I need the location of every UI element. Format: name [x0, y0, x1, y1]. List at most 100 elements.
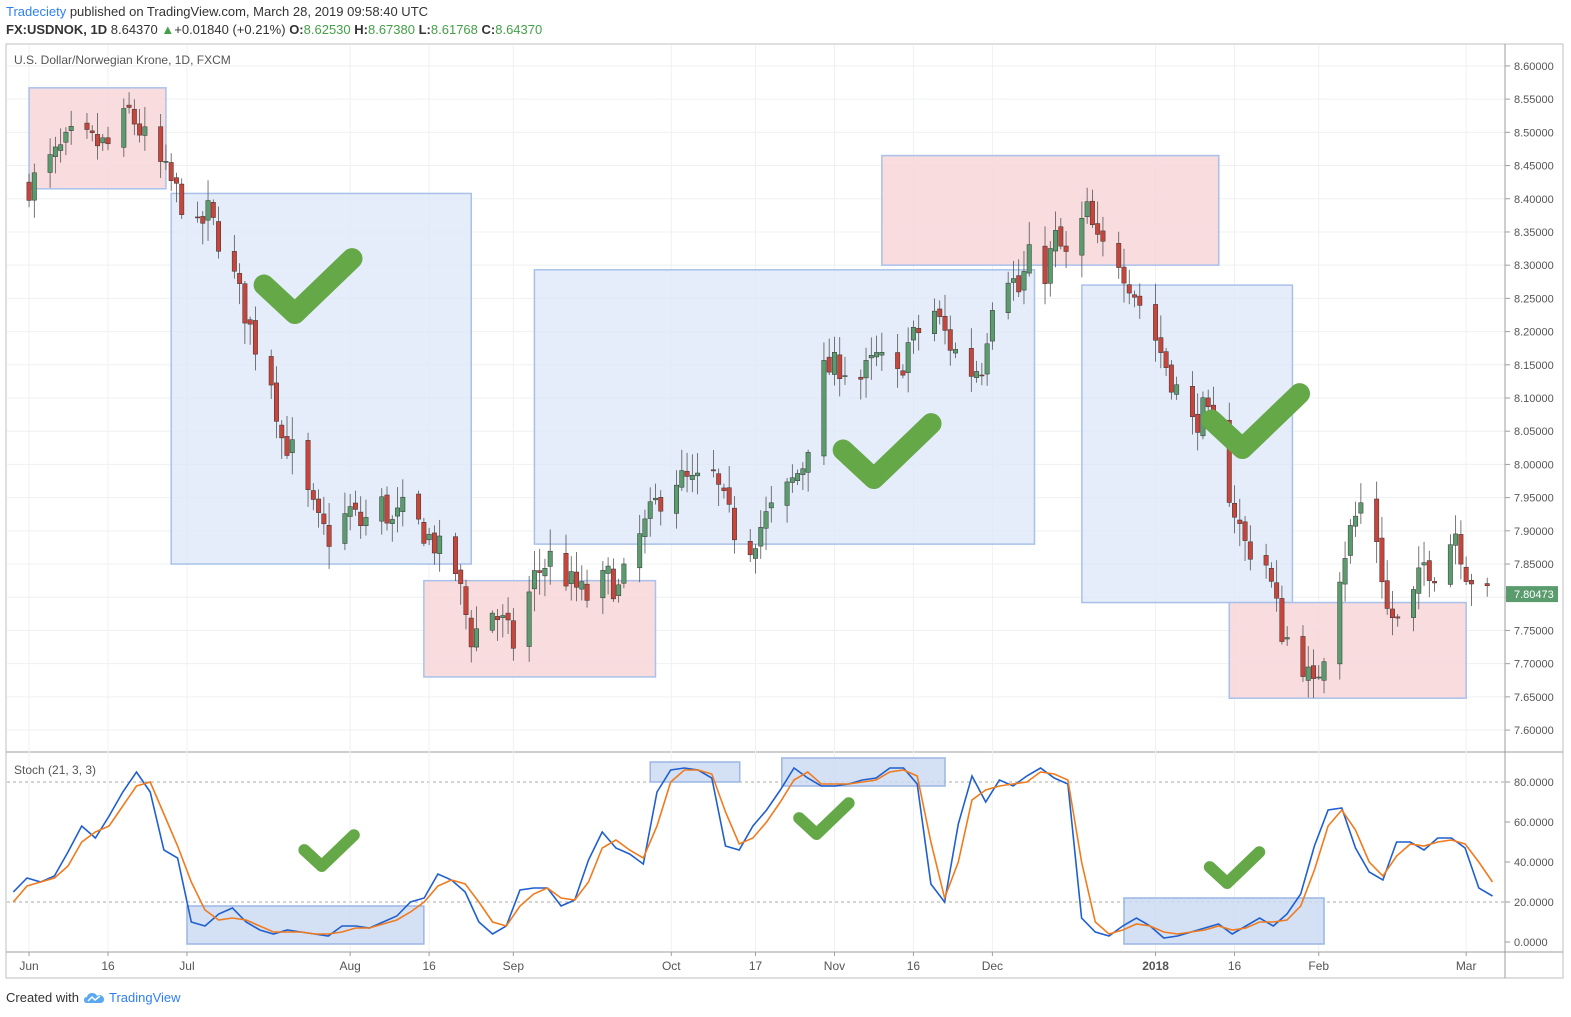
open-label: O:: [289, 22, 304, 37]
low-value: 8.61768: [430, 22, 478, 37]
candle-body: [279, 424, 285, 439]
candle-body: [932, 310, 937, 334]
candle-body: [679, 470, 685, 488]
candle-body: [863, 360, 869, 379]
candle-body: [384, 494, 390, 524]
candle-body: [653, 497, 658, 501]
last-price-badge: [1506, 586, 1558, 603]
candle-body: [826, 356, 832, 373]
price-tick-label: 8.05000: [1514, 426, 1554, 438]
candle-body: [510, 620, 516, 649]
candle-body: [1063, 245, 1069, 252]
candle-body: [1305, 666, 1311, 681]
price-tick-label: 7.85000: [1514, 559, 1554, 571]
candle-body: [731, 507, 737, 541]
candle-body: [768, 502, 774, 509]
candle-body: [968, 348, 974, 377]
candle-body: [1137, 295, 1143, 306]
candle-body: [874, 352, 880, 358]
price-tick-label: 8.50000: [1514, 127, 1554, 139]
candle-body: [568, 571, 574, 584]
candle-body: [1205, 397, 1211, 408]
candle-body: [131, 108, 137, 125]
candle-body: [637, 533, 643, 569]
time-tick-label: Jun: [19, 959, 38, 973]
candle-body: [458, 569, 464, 584]
candle-body: [1321, 661, 1327, 681]
candle-body: [1158, 337, 1164, 353]
stoch-zone: [1123, 897, 1325, 945]
last-price: 8.64370: [110, 22, 158, 37]
candle-body: [868, 354, 874, 359]
price-tick-label: 8.15000: [1514, 360, 1554, 372]
candle-body: [984, 343, 990, 375]
candle-body: [1021, 271, 1027, 291]
zones: [28, 87, 1467, 945]
candle-body: [137, 123, 143, 136]
candle-body: [974, 371, 980, 378]
candle-body: [231, 251, 237, 272]
candle-body: [1263, 555, 1269, 566]
checkmark-icon: [298, 829, 360, 873]
demand-zone: [533, 269, 1036, 545]
candle-body: [1242, 521, 1248, 541]
candle-body: [547, 550, 553, 567]
price-tick-label: 8.20000: [1514, 327, 1554, 339]
time-tick-label: 17: [749, 959, 763, 973]
price-tick-label: 7.75000: [1514, 625, 1554, 637]
candle-body: [531, 570, 537, 590]
candle-body: [947, 329, 953, 351]
tradingview-link[interactable]: TradingView: [108, 990, 181, 1005]
candle-body: [1126, 284, 1132, 294]
candle-body: [321, 513, 327, 525]
time-tick-label: 16: [101, 959, 115, 973]
candle-body: [400, 496, 406, 512]
candle-body: [1342, 558, 1348, 585]
candle-body: [237, 273, 243, 284]
candle-body: [747, 541, 753, 556]
candle-body: [163, 161, 169, 163]
candle-body: [416, 493, 422, 520]
candle-body: [1089, 200, 1095, 226]
candle-body: [695, 472, 701, 477]
candle-body: [205, 200, 211, 221]
candle-body: [316, 498, 322, 513]
candle-body: [363, 517, 369, 526]
stoch-k-line: [12, 766, 1493, 939]
candle-body: [800, 468, 806, 475]
time-tick-label: Mar: [1456, 959, 1477, 973]
candle-body: [684, 471, 690, 477]
candle-body: [716, 473, 722, 485]
candle-body: [179, 183, 185, 215]
candle-body: [395, 507, 400, 517]
tradingview-cloud-icon: [83, 992, 104, 1003]
candles: [26, 92, 1490, 698]
chart-area[interactable]: 8.60000 8.55000 8.50000 8.45000 8.40000 8.350…: [0, 0, 1571, 990]
price-tick-label: 8.00000: [1514, 459, 1554, 471]
checkmark-icon: [1201, 383, 1311, 460]
candle-body: [726, 487, 732, 505]
candle-body: [463, 586, 469, 615]
candle-body: [121, 108, 127, 148]
candle-body: [753, 548, 758, 559]
candle-body: [342, 513, 348, 544]
candle-body: [200, 216, 206, 224]
stoch-tick-label: 0.0000: [1514, 937, 1548, 949]
price-tick-label: 8.35000: [1514, 227, 1554, 239]
checkmark-icon: [1203, 846, 1266, 890]
close-label: C:: [481, 22, 496, 37]
candle-body: [168, 162, 174, 181]
candle-body: [1010, 278, 1016, 283]
candle-body: [610, 568, 616, 600]
candle-body: [1237, 519, 1243, 524]
candle-body: [1432, 581, 1438, 584]
candle-body: [68, 126, 74, 131]
candle-body: [758, 527, 764, 547]
author-link[interactable]: Tradeciety: [6, 4, 67, 19]
candle-body: [1121, 266, 1127, 284]
candle-body: [47, 154, 53, 173]
candle-body: [268, 356, 274, 386]
candle-body: [158, 126, 164, 162]
candle-body: [1447, 544, 1453, 585]
candle-body: [1468, 580, 1474, 585]
